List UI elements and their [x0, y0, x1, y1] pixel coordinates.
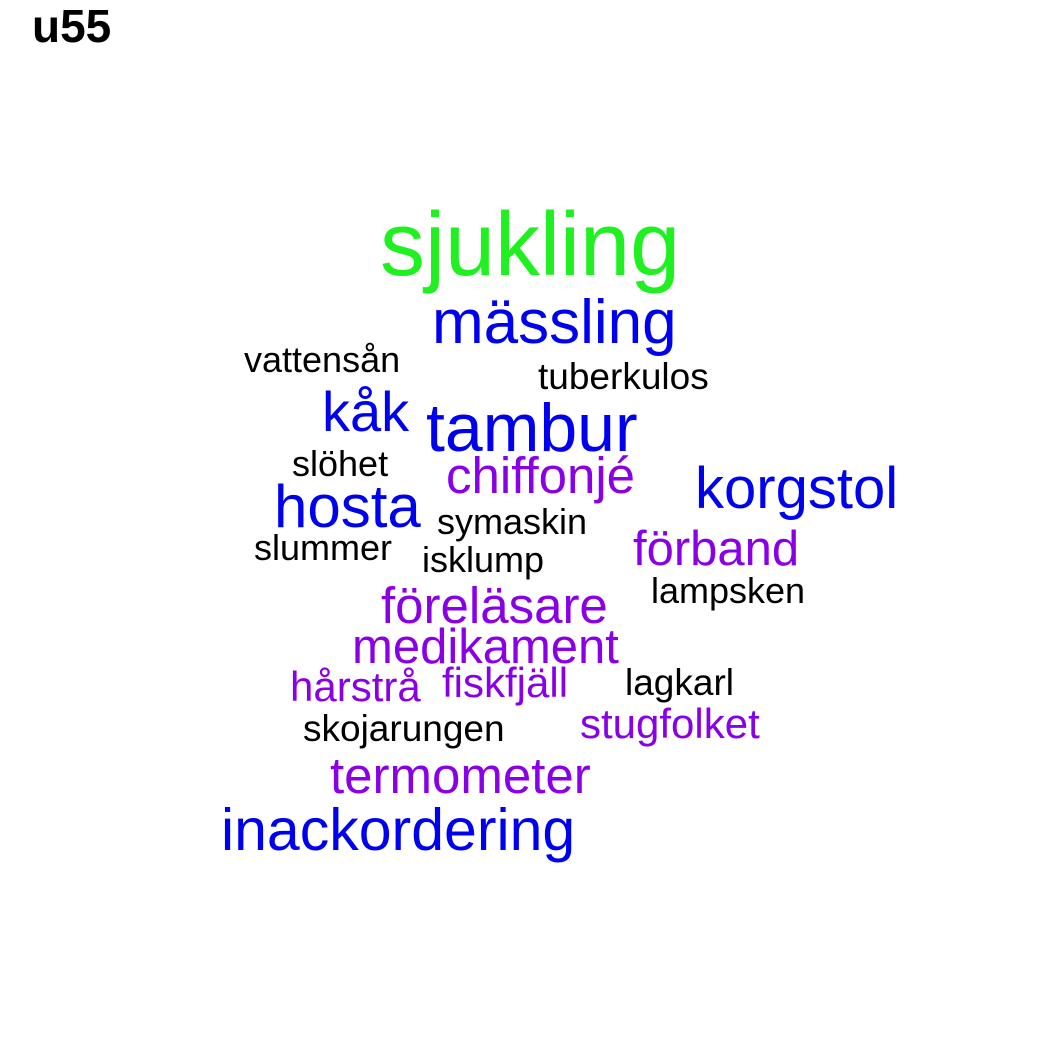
word-korgstol: korgstol: [695, 456, 899, 521]
word-forelasare: föreläsare: [381, 577, 608, 634]
word-vattensan: vattensån: [244, 339, 401, 380]
word-hosta: hosta: [274, 473, 421, 540]
page-title: u55: [32, 0, 112, 52]
word-tuberkulos: tuberkulos: [538, 356, 709, 397]
word-sjukling: sjukling: [380, 195, 681, 295]
word-inackordering: inackordering: [221, 797, 576, 863]
word-chiffonje: chiffonjé: [446, 447, 636, 504]
word-forband: förband: [633, 522, 800, 576]
word-massling: mässling: [432, 288, 677, 357]
word-lagkarl: lagkarl: [625, 662, 734, 703]
word-slohet: slöhet: [292, 443, 389, 484]
word-fiskfjall: fiskfjäll: [442, 659, 569, 706]
word-medikament: medikament: [352, 620, 619, 674]
word-isklump: isklump: [422, 539, 545, 580]
word-skojarungen: skojarungen: [303, 708, 505, 749]
word-symaskin: symaskin: [437, 501, 588, 542]
word-stugfolket: stugfolket: [580, 700, 760, 747]
word-kak: kåk: [322, 380, 410, 443]
word-slummer: slummer: [254, 527, 393, 568]
word-termometer: termometer: [330, 747, 591, 804]
word-lampsken: lampsken: [651, 570, 806, 611]
word-tambur: tambur: [426, 390, 638, 466]
word-harstra: hårstrå: [290, 663, 421, 710]
